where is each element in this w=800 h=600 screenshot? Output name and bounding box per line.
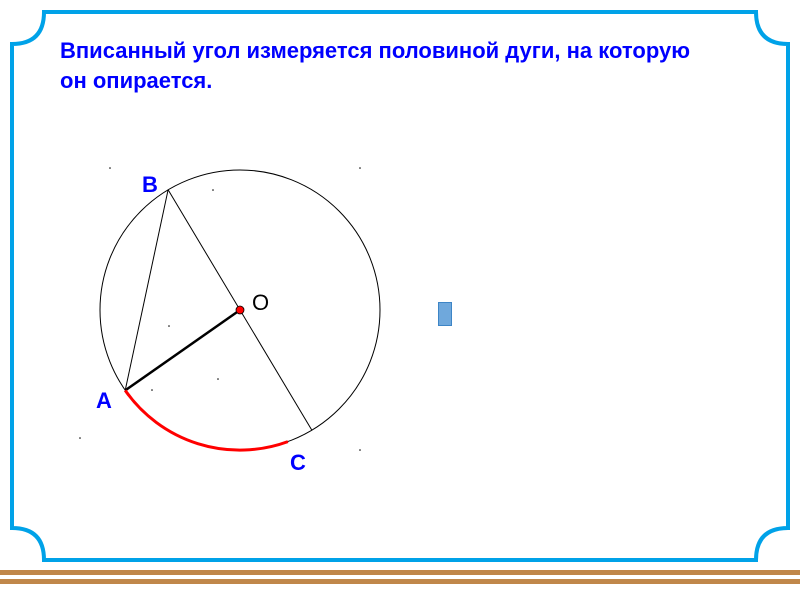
label-o: O <box>252 290 269 316</box>
bottom-bar <box>0 570 800 584</box>
label-a: A <box>96 388 112 414</box>
noise-dots <box>79 167 361 451</box>
chord-ba <box>125 190 168 391</box>
theorem-title: Вписанный угол измеряется половиной дуги… <box>60 36 700 95</box>
radius-oa <box>125 310 240 390</box>
arc-ac <box>125 390 288 450</box>
center-point <box>236 306 244 314</box>
inscribed-angle-diagram <box>40 130 480 530</box>
label-b: B <box>142 172 158 198</box>
placeholder-icon <box>438 302 452 326</box>
label-c: C <box>290 450 306 476</box>
